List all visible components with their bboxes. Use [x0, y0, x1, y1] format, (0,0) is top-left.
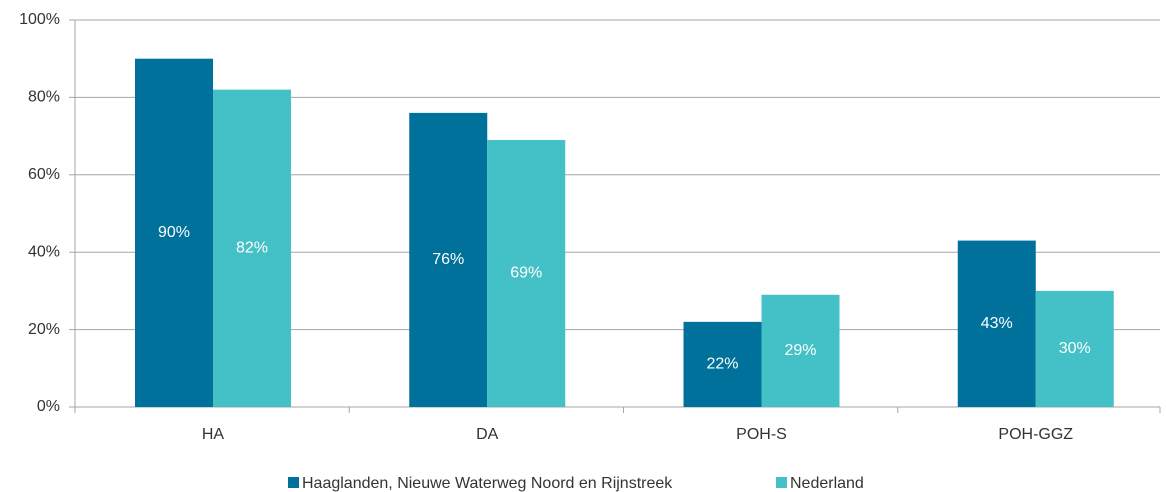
- bar: [761, 294, 840, 407]
- x-tick-label: POH-S: [736, 426, 787, 443]
- legend-label: Haaglanden, Nieuwe Waterweg Noord en Rij…: [302, 475, 673, 492]
- bar: [409, 112, 488, 407]
- legend-swatch: [776, 477, 787, 488]
- data-label: 76%: [432, 251, 464, 268]
- data-label: 43%: [981, 315, 1013, 332]
- y-tick-label: 80%: [28, 89, 60, 106]
- data-label: 90%: [158, 224, 190, 241]
- x-tick-label: POH-GGZ: [998, 426, 1073, 443]
- bar: [135, 58, 213, 407]
- data-label: 29%: [784, 342, 816, 359]
- data-label: 30%: [1059, 340, 1091, 357]
- x-tick-label: HA: [202, 426, 225, 443]
- bar: [1035, 290, 1114, 407]
- y-tick-label: 60%: [28, 166, 60, 183]
- x-tick-label: DA: [476, 426, 499, 443]
- legend-label: Nederland: [790, 475, 864, 492]
- legend-swatch: [288, 477, 299, 488]
- y-tick-label: 0%: [37, 398, 60, 415]
- data-label: 82%: [236, 240, 268, 257]
- data-label: 22%: [706, 356, 738, 373]
- y-tick-label: 40%: [28, 243, 60, 260]
- bar: [213, 89, 291, 407]
- bar: [957, 240, 1036, 407]
- bar: [683, 321, 762, 407]
- y-tick-label: 20%: [28, 321, 60, 338]
- y-tick-label: 100%: [19, 11, 60, 28]
- data-label: 69%: [510, 265, 542, 282]
- bar: [487, 139, 566, 407]
